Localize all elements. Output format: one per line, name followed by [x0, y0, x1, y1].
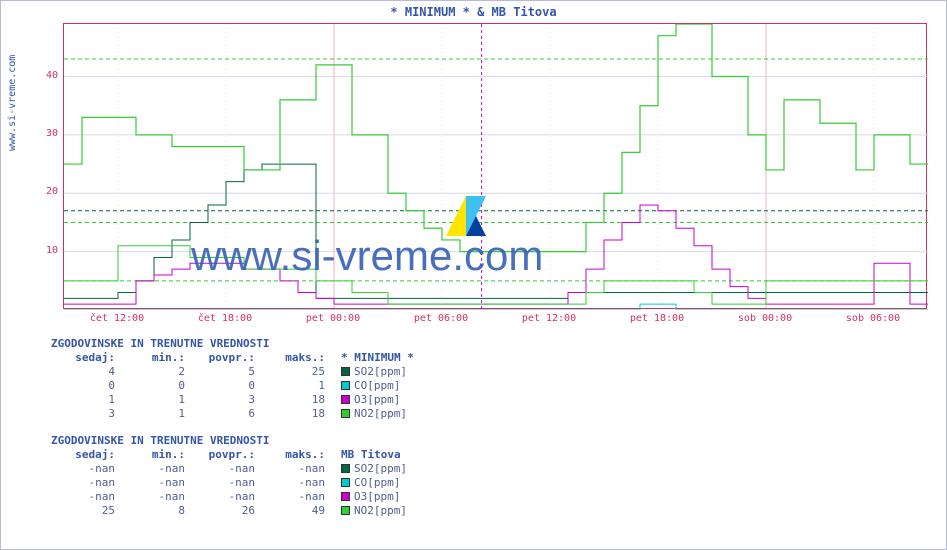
color-swatch-icon: [341, 506, 350, 515]
table-cell: 0: [51, 379, 121, 392]
x-tick-label: pet 06:00: [414, 313, 468, 324]
chart-title: * MINIMUM * & MB Titova: [1, 1, 946, 19]
table-cell: 0: [191, 379, 261, 392]
series-legend: O3[ppm]: [331, 393, 451, 406]
series-name: NO2[ppm]: [354, 407, 407, 420]
table-header-cell: min.:: [121, 448, 191, 461]
table-cell: -nan: [191, 476, 261, 489]
table-cell: -nan: [121, 462, 191, 475]
table-row: 0001CO[ppm]: [51, 378, 451, 392]
x-tick-label: sob 06:00: [846, 313, 900, 324]
table-row: 42525SO2[ppm]: [51, 364, 451, 378]
table-cell: -nan: [191, 490, 261, 503]
series-name: NO2[ppm]: [354, 504, 407, 517]
color-swatch-icon: [341, 478, 350, 487]
table-header-cell: povpr.:: [191, 448, 261, 461]
series-legend: SO2[ppm]: [331, 462, 451, 475]
chart-container: www.si-vreme.com * MINIMUM * & MB Titova…: [0, 0, 947, 550]
table-cell: 4: [51, 365, 121, 378]
x-tick-label: čet 18:00: [198, 313, 252, 324]
table-cell: 8: [121, 504, 191, 517]
color-swatch-icon: [341, 409, 350, 418]
table-row: 31618 NO2[ppm]: [51, 406, 451, 420]
table-cell: 5: [191, 365, 261, 378]
table-cell: 1: [261, 379, 331, 392]
table-cell: 6: [191, 407, 261, 420]
table-cell: -nan: [261, 476, 331, 489]
table-cell: -nan: [261, 462, 331, 475]
x-tick-label: pet 12:00: [522, 313, 576, 324]
stats-table: ZGODOVINSKE IN TRENUTNE VREDNOSTIsedaj:m…: [51, 434, 451, 517]
table-title: ZGODOVINSKE IN TRENUTNE VREDNOSTI: [51, 337, 451, 350]
series-name: O3[ppm]: [354, 393, 400, 406]
table-cell: -nan: [51, 490, 121, 503]
table-header-row: sedaj:min.:povpr.:maks.:MB Titova: [51, 447, 451, 461]
table-cell: -nan: [121, 476, 191, 489]
logo-icon: [446, 196, 486, 236]
table-cell: -nan: [191, 462, 261, 475]
series-legend: CO[ppm]: [331, 379, 451, 392]
table-header-cell: maks.:: [261, 351, 331, 364]
table-row: -nan-nan-nan-nanO3[ppm]: [51, 489, 451, 503]
series-legend: NO2[ppm]: [331, 407, 451, 420]
color-swatch-icon: [341, 367, 350, 376]
color-swatch-icon: [341, 381, 350, 390]
table-cell: -nan: [121, 490, 191, 503]
table-cell: 26: [191, 504, 261, 517]
x-tick-label: pet 00:00: [306, 313, 360, 324]
table-header-cell: min.:: [121, 351, 191, 364]
table-cell: 2: [121, 365, 191, 378]
side-url-label: www.si-vreme.com: [7, 55, 18, 151]
series-name: SO2[ppm]: [354, 462, 407, 475]
table-cell: 1: [121, 407, 191, 420]
series-name: SO2[ppm]: [354, 365, 407, 378]
table-header-cell: sedaj:: [51, 448, 121, 461]
chart-svg: [64, 24, 928, 310]
stats-table: ZGODOVINSKE IN TRENUTNE VREDNOSTIsedaj:m…: [51, 337, 451, 420]
table-header-row: sedaj:min.:povpr.:maks.:* MINIMUM *: [51, 350, 451, 364]
table-cell: 49: [261, 504, 331, 517]
y-tick-label: 20: [28, 186, 58, 197]
table-cell: 1: [51, 393, 121, 406]
series-name: CO[ppm]: [354, 379, 400, 392]
y-tick-label: 10: [28, 245, 58, 256]
table-header-cell: maks.:: [261, 448, 331, 461]
table-cell: -nan: [261, 490, 331, 503]
table-cell: 3: [191, 393, 261, 406]
x-tick-label: čet 12:00: [90, 313, 144, 324]
table-cell: 3: [51, 407, 121, 420]
table-cell: -nan: [51, 462, 121, 475]
table-cell: 25: [261, 365, 331, 378]
y-tick-label: 30: [28, 128, 58, 139]
table-cell: 1: [121, 393, 191, 406]
color-swatch-icon: [341, 464, 350, 473]
chart-plot-area: [63, 23, 927, 309]
series-legend: SO2[ppm]: [331, 365, 451, 378]
table-cell: 25: [51, 504, 121, 517]
table-cell: -nan: [51, 476, 121, 489]
table-series-label: * MINIMUM *: [331, 351, 451, 364]
table-row: 11318O3[ppm]: [51, 392, 451, 406]
table-cell: 0: [121, 379, 191, 392]
table-title: ZGODOVINSKE IN TRENUTNE VREDNOSTI: [51, 434, 451, 447]
x-tick-label: sob 00:00: [738, 313, 792, 324]
color-swatch-icon: [341, 395, 350, 404]
series-name: CO[ppm]: [354, 476, 400, 489]
table-header-cell: sedaj:: [51, 351, 121, 364]
color-swatch-icon: [341, 492, 350, 501]
table-row: -nan-nan-nan-nanCO[ppm]: [51, 475, 451, 489]
table-series-label: MB Titova: [331, 448, 451, 461]
series-legend: CO[ppm]: [331, 476, 451, 489]
table-row: 2582649 NO2[ppm]: [51, 503, 451, 517]
table-cell: 18: [261, 407, 331, 420]
table-header-cell: povpr.:: [191, 351, 261, 364]
series-legend: NO2[ppm]: [331, 504, 451, 517]
y-tick-label: 40: [28, 70, 58, 81]
table-cell: 18: [261, 393, 331, 406]
x-tick-label: pet 18:00: [630, 313, 684, 324]
table-row: -nan-nan-nan-nanSO2[ppm]: [51, 461, 451, 475]
stats-tables-region: ZGODOVINSKE IN TRENUTNE VREDNOSTIsedaj:m…: [51, 337, 451, 531]
series-legend: O3[ppm]: [331, 490, 451, 503]
series-name: O3[ppm]: [354, 490, 400, 503]
